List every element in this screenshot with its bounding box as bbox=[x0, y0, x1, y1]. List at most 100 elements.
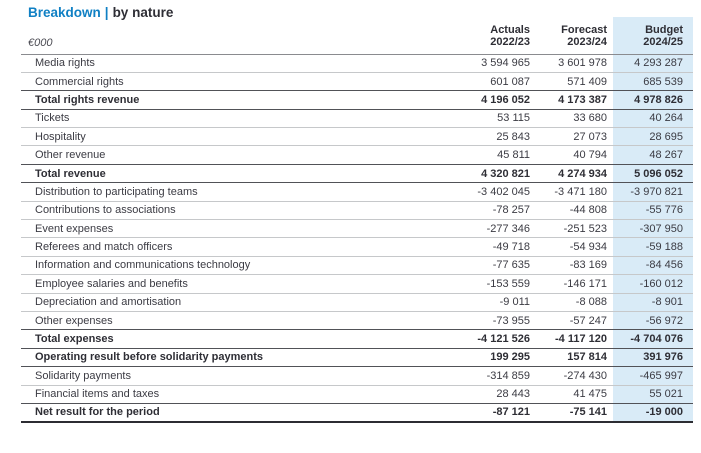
table-row: Hospitality 25 843 27 073 28 695 bbox=[21, 127, 693, 146]
forecast-value: -274 430 bbox=[530, 366, 607, 386]
forecast-value: -44 808 bbox=[530, 200, 607, 220]
actuals-value: -3 402 045 bbox=[445, 182, 530, 202]
row-label: Other expenses bbox=[21, 310, 445, 330]
actuals-value: -78 257 bbox=[445, 200, 530, 220]
row-label: Operating result before solidarity payme… bbox=[21, 347, 445, 367]
budget-value: 685 539 bbox=[607, 71, 693, 91]
table-row: Total rights revenue 4 196 052 4 173 387… bbox=[21, 90, 693, 110]
forecast-value: -57 247 bbox=[530, 310, 607, 330]
column-header-actuals-line2: 2022/23 bbox=[490, 36, 530, 48]
row-label: Referees and match officers bbox=[21, 237, 445, 257]
budget-value: -19 000 bbox=[607, 402, 693, 423]
budget-value: 4 293 287 bbox=[607, 53, 693, 73]
column-header-actuals: Actuals 2022/23 bbox=[445, 17, 530, 55]
forecast-value: 3 601 978 bbox=[530, 53, 607, 73]
breakdown-by-nature-table: €000 Actuals 2022/23 Forecast 2023/24 Bu… bbox=[21, 17, 693, 423]
forecast-value: 4 274 934 bbox=[530, 163, 607, 183]
budget-value: -4 704 076 bbox=[607, 329, 693, 349]
row-label: Tickets bbox=[21, 108, 445, 128]
title-separator: | bbox=[104, 5, 109, 20]
forecast-value: -54 934 bbox=[530, 237, 607, 257]
row-label: Distribution to participating teams bbox=[21, 182, 445, 202]
actuals-value: -4 121 526 bbox=[445, 329, 530, 349]
row-label: Media rights bbox=[21, 53, 445, 73]
budget-value: -8 901 bbox=[607, 292, 693, 312]
actuals-value: -277 346 bbox=[445, 219, 530, 238]
column-header-forecast-line2: 2023/24 bbox=[567, 36, 607, 48]
table-row: Other expenses -73 955 -57 247 -56 972 bbox=[21, 310, 693, 330]
forecast-value: -4 117 120 bbox=[530, 329, 607, 349]
actuals-value: -73 955 bbox=[445, 310, 530, 330]
budget-value: 48 267 bbox=[607, 145, 693, 165]
table-row: Commercial rights 601 087 571 409 685 53… bbox=[21, 71, 693, 91]
column-header-budget-line2: 2024/25 bbox=[643, 36, 683, 48]
table-row: Depreciation and amortisation -9 011 -8 … bbox=[21, 292, 693, 312]
column-header-forecast-line1: Forecast bbox=[561, 23, 607, 36]
row-label: Information and communications technolog… bbox=[21, 255, 445, 275]
row-label: Financial items and taxes bbox=[21, 384, 445, 404]
column-header-actuals-line1: Actuals bbox=[490, 23, 530, 36]
budget-value: -55 776 bbox=[607, 200, 693, 220]
title-secondary: by nature bbox=[112, 5, 174, 20]
table-row: Tickets 53 115 33 680 40 264 bbox=[21, 108, 693, 128]
column-header-budget-line1: Budget bbox=[645, 23, 683, 36]
forecast-value: 41 475 bbox=[530, 384, 607, 404]
actuals-value: 53 115 bbox=[445, 108, 530, 128]
forecast-value: -75 141 bbox=[530, 402, 607, 423]
title-primary: Breakdown bbox=[28, 5, 101, 20]
row-label: Other revenue bbox=[21, 145, 445, 165]
budget-value: 40 264 bbox=[607, 108, 693, 128]
row-label: Total expenses bbox=[21, 329, 445, 349]
table-row: Net result for the period -87 121 -75 14… bbox=[21, 402, 693, 423]
row-label: Employee salaries and benefits bbox=[21, 274, 445, 294]
budget-value: 4 978 826 bbox=[607, 90, 693, 110]
table-row: Other revenue 45 811 40 794 48 267 bbox=[21, 145, 693, 165]
budget-value: 28 695 bbox=[607, 127, 693, 146]
table-body: Media rights 3 594 965 3 601 978 4 293 2… bbox=[21, 53, 693, 423]
forecast-value: 157 814 bbox=[530, 347, 607, 367]
budget-value: -59 188 bbox=[607, 237, 693, 257]
actuals-value: 4 320 821 bbox=[445, 163, 530, 183]
column-header-budget: Budget 2024/25 bbox=[607, 17, 693, 55]
row-label: Hospitality bbox=[21, 127, 445, 146]
table-row: Total expenses -4 121 526 -4 117 120 -4 … bbox=[21, 329, 693, 349]
actuals-value: -153 559 bbox=[445, 274, 530, 294]
budget-value: -465 997 bbox=[607, 366, 693, 386]
forecast-value: -251 523 bbox=[530, 219, 607, 238]
column-header-forecast: Forecast 2023/24 bbox=[530, 17, 607, 55]
budget-value: 391 976 bbox=[607, 347, 693, 367]
table-row: Information and communications technolog… bbox=[21, 255, 693, 275]
table-row: Total revenue 4 320 821 4 274 934 5 096 … bbox=[21, 163, 693, 183]
row-label: Contributions to associations bbox=[21, 200, 445, 220]
actuals-value: -77 635 bbox=[445, 255, 530, 275]
actuals-value: 3 594 965 bbox=[445, 53, 530, 73]
actuals-value: -87 121 bbox=[445, 402, 530, 423]
forecast-value: -8 088 bbox=[530, 292, 607, 312]
actuals-value: 28 443 bbox=[445, 384, 530, 404]
actuals-value: -314 859 bbox=[445, 366, 530, 386]
forecast-value: -146 171 bbox=[530, 274, 607, 294]
actuals-value: 25 843 bbox=[445, 127, 530, 146]
row-label: Total rights revenue bbox=[21, 90, 445, 110]
table-row: Distribution to participating teams -3 4… bbox=[21, 182, 693, 202]
row-label: Total revenue bbox=[21, 163, 445, 183]
table-row: Operating result before solidarity payme… bbox=[21, 347, 693, 367]
forecast-value: 27 073 bbox=[530, 127, 607, 146]
actuals-value: 45 811 bbox=[445, 145, 530, 165]
budget-value: -307 950 bbox=[607, 219, 693, 238]
actuals-value: 199 295 bbox=[445, 347, 530, 367]
forecast-value: 571 409 bbox=[530, 71, 607, 91]
table-row: Financial items and taxes 28 443 41 475 … bbox=[21, 384, 693, 404]
row-label: Commercial rights bbox=[21, 71, 445, 91]
forecast-value: 40 794 bbox=[530, 145, 607, 165]
forecast-value: 33 680 bbox=[530, 108, 607, 128]
page-title: Breakdown | by nature bbox=[28, 5, 173, 20]
table-row: Referees and match officers -49 718 -54 … bbox=[21, 237, 693, 257]
table-row: Solidarity payments -314 859 -274 430 -4… bbox=[21, 366, 693, 386]
table-row: Contributions to associations -78 257 -4… bbox=[21, 200, 693, 220]
actuals-value: 601 087 bbox=[445, 71, 530, 91]
budget-value: 55 021 bbox=[607, 384, 693, 404]
table-row: Event expenses -277 346 -251 523 -307 95… bbox=[21, 219, 693, 238]
budget-value: -160 012 bbox=[607, 274, 693, 294]
row-label: Net result for the period bbox=[21, 402, 445, 423]
